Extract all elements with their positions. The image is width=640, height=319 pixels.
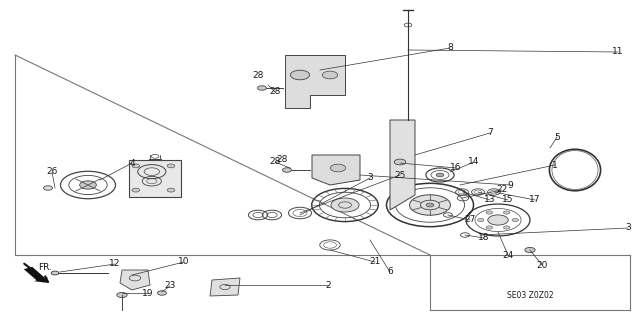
Circle shape — [486, 211, 493, 214]
Text: 15: 15 — [502, 196, 514, 204]
Text: 21: 21 — [369, 257, 381, 266]
Text: 4: 4 — [129, 159, 135, 167]
Text: 26: 26 — [46, 167, 58, 176]
Circle shape — [436, 173, 444, 177]
Text: 11: 11 — [612, 48, 624, 56]
Polygon shape — [390, 120, 415, 210]
Polygon shape — [120, 270, 150, 290]
Text: 28: 28 — [252, 71, 264, 80]
Circle shape — [477, 219, 484, 222]
Text: 13: 13 — [484, 196, 496, 204]
Text: 22: 22 — [497, 186, 508, 195]
Circle shape — [132, 164, 140, 168]
Text: 3: 3 — [367, 174, 373, 182]
Text: 17: 17 — [529, 196, 541, 204]
Text: 12: 12 — [109, 259, 121, 269]
Text: 24: 24 — [502, 250, 514, 259]
Text: 18: 18 — [478, 234, 490, 242]
Text: 16: 16 — [451, 164, 461, 173]
Circle shape — [117, 293, 127, 298]
Circle shape — [282, 168, 291, 172]
Text: 20: 20 — [536, 261, 548, 270]
Circle shape — [525, 248, 535, 253]
Circle shape — [167, 188, 175, 192]
Text: 1: 1 — [552, 160, 558, 169]
Text: SE03 Z0Z02: SE03 Z0Z02 — [507, 291, 554, 300]
Circle shape — [291, 70, 310, 80]
Circle shape — [51, 271, 59, 275]
Text: 6: 6 — [387, 268, 393, 277]
Circle shape — [323, 71, 338, 79]
Circle shape — [331, 198, 359, 212]
Text: 9: 9 — [507, 181, 513, 189]
Polygon shape — [285, 55, 345, 108]
Circle shape — [410, 195, 451, 215]
Text: 2: 2 — [325, 280, 331, 290]
Text: 5: 5 — [554, 132, 560, 142]
Text: 14: 14 — [468, 158, 480, 167]
Circle shape — [132, 188, 140, 192]
Circle shape — [80, 181, 96, 189]
Circle shape — [44, 186, 52, 190]
Circle shape — [512, 219, 518, 222]
Circle shape — [394, 159, 406, 165]
Circle shape — [157, 291, 166, 295]
Circle shape — [488, 215, 508, 225]
Text: 3: 3 — [625, 224, 631, 233]
Circle shape — [504, 211, 510, 214]
Text: 28: 28 — [269, 158, 281, 167]
Text: 23: 23 — [164, 281, 176, 291]
Polygon shape — [210, 278, 240, 296]
Text: 28: 28 — [269, 87, 281, 97]
Circle shape — [257, 86, 266, 90]
Text: 8: 8 — [447, 43, 453, 53]
Circle shape — [486, 226, 493, 229]
FancyArrow shape — [24, 267, 48, 283]
Text: 28: 28 — [276, 155, 288, 165]
Text: 7: 7 — [487, 129, 493, 137]
Circle shape — [167, 164, 175, 168]
Text: FR.: FR. — [38, 263, 52, 272]
Circle shape — [504, 226, 510, 229]
Circle shape — [330, 164, 346, 172]
Circle shape — [426, 203, 434, 207]
Polygon shape — [312, 155, 360, 185]
Text: 27: 27 — [464, 216, 476, 225]
Text: 10: 10 — [179, 257, 189, 266]
FancyBboxPatch shape — [129, 160, 180, 197]
Text: 19: 19 — [142, 288, 154, 298]
Text: 25: 25 — [394, 170, 406, 180]
